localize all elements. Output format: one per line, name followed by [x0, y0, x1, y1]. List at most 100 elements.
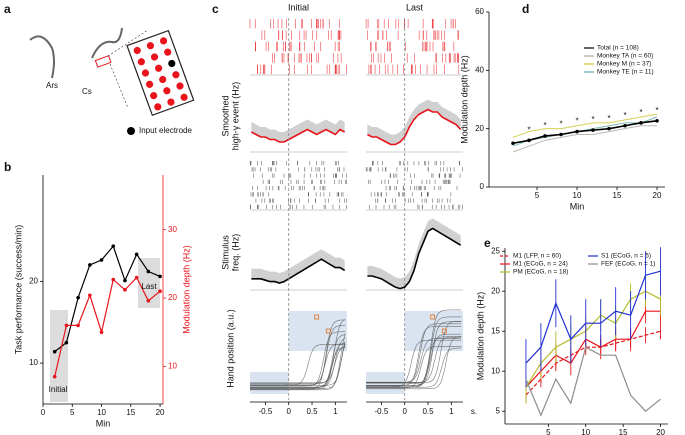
series-line — [54, 276, 161, 377]
electrode — [172, 71, 180, 79]
x-tick-label: 1 — [449, 407, 454, 416]
x-unit: s. — [471, 407, 477, 416]
y-axis-label: Modulation depth (Hz) — [459, 55, 469, 144]
series-line — [512, 125, 657, 153]
x-tick-label: 0 — [402, 407, 407, 416]
hand-trace — [250, 344, 346, 389]
electrode — [164, 48, 172, 56]
legend-label: FEF (ECoG, n = 1) — [601, 261, 655, 268]
legend-label: PM (ECoG, n = 18) — [513, 269, 568, 276]
x-tick-label: 15 — [613, 191, 622, 200]
electrodes — [133, 37, 188, 111]
electrode — [167, 98, 175, 106]
y-axis-label: freq. (Hz) — [230, 234, 240, 272]
x-tick-label: 10 — [97, 408, 106, 417]
point — [158, 289, 162, 294]
y-axis-label: Task performance (success/min) — [13, 225, 23, 355]
point — [655, 118, 659, 123]
start-zone — [366, 372, 405, 394]
point — [52, 349, 57, 354]
sulcus — [91, 27, 123, 59]
x-tick-label: 20 — [156, 408, 165, 417]
annotation: Initial — [49, 385, 68, 394]
sulcus — [29, 35, 55, 79]
hand-trace — [250, 319, 346, 390]
x-tick-label: 1 — [333, 407, 338, 416]
electrode — [159, 75, 167, 84]
point — [76, 323, 80, 328]
panel-letter: a — [4, 2, 11, 16]
x-tick-label: 20 — [656, 428, 665, 435]
trace — [367, 108, 462, 146]
point — [76, 295, 80, 300]
panel-letter: c — [212, 2, 219, 16]
y-tick-label: 30 — [168, 225, 177, 234]
schematic: Ars Cs Input electrode — [29, 27, 195, 135]
y-tick-label: 20 — [168, 293, 177, 302]
hand-trace — [366, 323, 462, 383]
electrode — [159, 37, 168, 45]
target-marker — [441, 328, 447, 334]
series-line — [512, 113, 658, 138]
y-tick-label: 15 — [491, 326, 500, 335]
point — [52, 374, 57, 379]
legend-label: Total (n = 108) — [597, 45, 639, 52]
x-tick-label: 15 — [126, 408, 135, 417]
x-axis-label: Min — [570, 201, 585, 211]
zoom-line — [109, 63, 129, 109]
x-tick-label: 10 — [573, 191, 582, 200]
hand-trace — [250, 343, 346, 386]
y-tick-label: 60 — [475, 7, 484, 16]
x-tick-label: 5 — [70, 408, 75, 417]
hand-trace — [366, 333, 462, 385]
trace — [251, 128, 346, 143]
point — [64, 323, 69, 328]
legend-dot — [127, 127, 135, 135]
x-tick-label: 10 — [581, 428, 590, 435]
significance: * — [623, 111, 626, 120]
x-tick-label: -0.5 — [374, 407, 388, 416]
target-marker — [325, 328, 331, 334]
panel-letter: b — [4, 160, 11, 174]
hand-trace — [366, 339, 462, 387]
electrode — [137, 58, 145, 66]
electrode — [163, 87, 171, 95]
y-tick-label: 10 — [168, 362, 177, 371]
sem-band — [367, 99, 461, 145]
point — [623, 123, 627, 128]
panel-letter: e — [484, 236, 491, 250]
column-title: Last — [406, 2, 424, 12]
hand-trace — [250, 338, 346, 388]
point — [146, 298, 151, 303]
label: Ars — [46, 81, 58, 90]
point — [99, 258, 104, 262]
point — [158, 274, 162, 279]
x-tick-label: 0 — [286, 407, 291, 416]
series-line — [54, 244, 161, 353]
hand-trace — [250, 331, 346, 387]
trace — [367, 227, 462, 290]
point — [543, 134, 547, 138]
y-axis-label: Smoothed — [220, 95, 230, 136]
point — [607, 126, 611, 131]
point — [511, 141, 515, 146]
hand-trace — [366, 316, 462, 388]
y-tick-label: 20 — [29, 276, 38, 285]
electrode — [180, 93, 188, 101]
x-tick-label: 0.5 — [306, 407, 318, 416]
significance: * — [607, 114, 610, 123]
electrode-grid — [126, 29, 195, 117]
electrode — [154, 103, 162, 111]
series-line — [525, 346, 661, 417]
point — [134, 252, 139, 257]
annotation: Last — [141, 282, 157, 291]
y-axis-label: Modulation depth (Hz) — [475, 292, 485, 381]
electrode — [150, 53, 159, 61]
sem-band — [251, 119, 345, 142]
significance: * — [575, 117, 578, 126]
point — [123, 288, 127, 292]
legend-label: Monkey M (n = 37) — [597, 61, 651, 68]
y-tick-label: 25 — [491, 246, 500, 255]
significance: * — [591, 115, 594, 124]
y-tick-label: 5 — [496, 406, 501, 415]
